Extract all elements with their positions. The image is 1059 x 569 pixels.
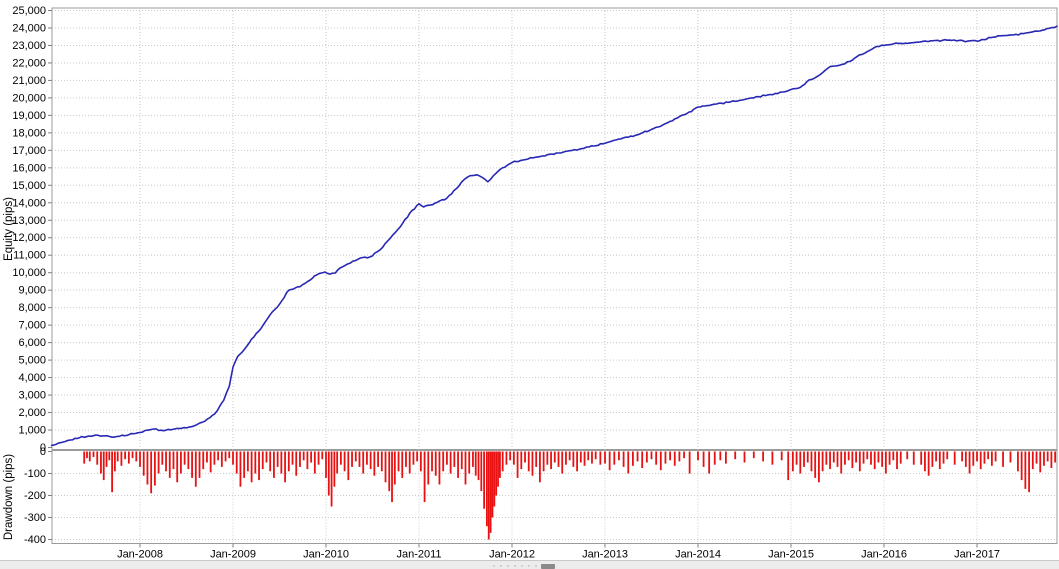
x-tick-label: Jan-2012 [489, 549, 535, 561]
x-tick-label: Jan-2013 [582, 549, 628, 561]
drawdown-ytick-label: -200 [24, 490, 46, 502]
equity-ytick-label: 24,000 [12, 22, 46, 34]
x-tick-label: Jan-2016 [861, 549, 907, 561]
drawdown-ytick-label: 0 [40, 446, 46, 458]
equity-ytick-label: 23,000 [12, 40, 46, 52]
equity-ytick-label: 19,000 [12, 110, 46, 122]
x-tick-label: Jan-2010 [303, 549, 349, 561]
scrollbar-dot [507, 565, 509, 567]
equity-ytick-label: 25,000 [12, 5, 46, 17]
equity-ytick-label: 12,000 [12, 232, 46, 244]
equity-ytick-label: 7,000 [18, 320, 46, 332]
axis-ticks [48, 10, 978, 548]
equity-ytick-label: 3,000 [18, 390, 46, 402]
scrollbar-dot [493, 565, 495, 567]
scrollbar-handle[interactable] [541, 564, 555, 569]
scrollbar-dot [528, 565, 530, 567]
equity-ytick-label: 11,000 [13, 250, 46, 262]
drawdown-ytick-label: -400 [24, 534, 46, 546]
scrollbar-dot [514, 565, 516, 567]
x-tick-label: Jan-2014 [675, 549, 721, 561]
equity-ytick-label: 5,000 [18, 355, 46, 367]
axis-labels: 0 1,000 2,000 3,000 4,000 5,000 6,000 7,000 8,00… [12, 5, 1000, 561]
equity-ytick-label: 18,000 [12, 127, 46, 139]
x-tick-label: Jan-2008 [117, 549, 163, 561]
equity-ytick-label: 0 [40, 442, 46, 454]
equity-ytick-label: 15,000 [12, 180, 46, 192]
equity-panel [51, 7, 1058, 450]
drawdown-ytick-label: -300 [24, 512, 46, 524]
x-tick-label: Jan-2011 [396, 549, 441, 561]
equity-ytick-label: 1,000 [18, 425, 46, 437]
equity-ytick-label: 4,000 [18, 372, 46, 384]
drawdown-panel [51, 450, 1058, 544]
x-tick-label: Jan-2015 [768, 549, 814, 561]
drawdown-axis-title: Drawdown (pips) [3, 454, 15, 540]
scrollbar-dot [500, 565, 502, 567]
equity-ytick-label: 17,000 [12, 145, 46, 157]
equity-ytick-label: 20,000 [12, 92, 46, 104]
equity-ytick-label: 14,000 [12, 197, 46, 209]
equity-ytick-label: 21,000 [12, 75, 46, 87]
drawdown-bars [83, 451, 1057, 540]
equity-ytick-label: 13,000 [12, 215, 46, 227]
equity-ytick-label: 6,000 [18, 337, 46, 349]
equity-axis-title: Equity (pips) [3, 197, 15, 261]
scrollbar-track[interactable] [0, 561, 1059, 569]
scrollbar-dot [521, 565, 523, 567]
equity-ytick-label: 9,000 [18, 285, 46, 297]
equity-ytick-label: 10,000 [12, 267, 46, 279]
x-tick-label: Jan-2017 [954, 549, 1000, 561]
equity-ytick-label: 2,000 [18, 407, 46, 419]
equity-ytick-label: 22,000 [12, 57, 46, 69]
x-tick-label: Jan-2009 [210, 549, 256, 561]
drawdown-ytick-label: -100 [24, 468, 46, 480]
equity-ytick-label: 16,000 [12, 162, 46, 174]
equity-curve-line [50, 25, 1058, 447]
equity-ytick-label: 8,000 [18, 302, 46, 314]
scrollbar-dot [535, 565, 537, 567]
